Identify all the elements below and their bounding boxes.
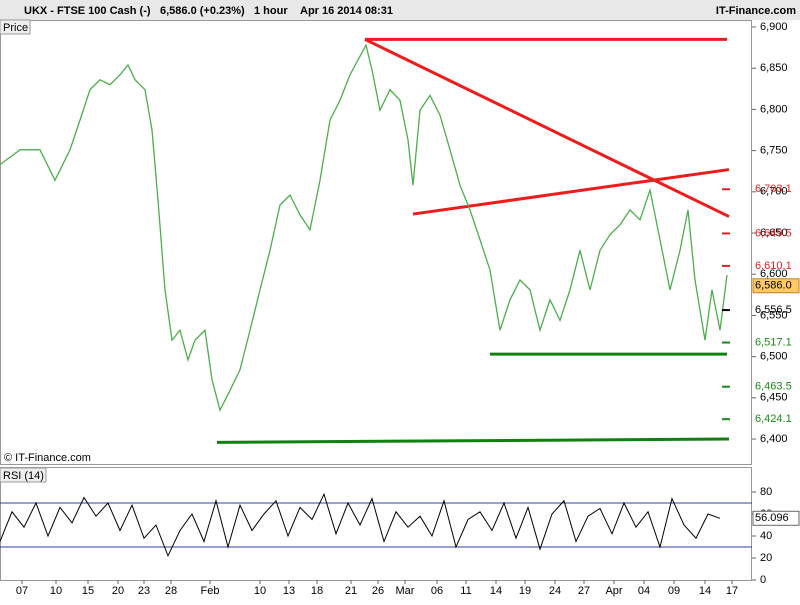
y-tick-label: 6,800 [760,103,788,115]
interval: 1 hour [254,5,288,17]
level-label: 6,463.5 [755,381,792,393]
level-label: 6,556.5 [755,304,792,316]
level-label: 6,703.1 [755,183,792,195]
x-tick-label: 14 [699,585,711,597]
x-tick-label: 27 [578,585,590,597]
x-tick-label: 13 [283,585,295,597]
level-label: 6,610.1 [755,260,792,272]
rsi-title-box [0,467,47,483]
y-tick-label: 6,750 [760,145,788,157]
x-tick-label: 23 [138,585,150,597]
x-tick-label: 07 [16,585,28,597]
y-tick-label: 0 [760,574,766,586]
x-tick-label: 20 [112,585,124,597]
level-label: 6,424.1 [755,413,792,425]
x-tick-label: 10 [50,585,62,597]
y-tick-label: 6,900 [760,21,788,33]
x-tick-label: Mar [396,585,415,597]
series-line [0,43,728,413]
y-tick-label: 6,400 [760,433,788,445]
x-tick-label: 24 [549,585,561,597]
y-tick-label: 6,700 [760,186,788,198]
x-tick-label: 18 [311,585,323,597]
x-tick-label: Feb [201,585,220,597]
price-panel [0,20,752,465]
trendline [216,437,730,444]
price-title: Price [3,22,28,34]
rsi-title: RSI (14) [3,470,44,482]
brand: IT-Finance.com [716,5,796,17]
x-tick-label: Apr [605,585,622,597]
header-bar [0,0,800,20]
rsi-panel [0,467,752,581]
y-tick-label: 40 [760,530,772,542]
x-tick-label: 21 [345,585,357,597]
y-tick-label: 20 [760,552,772,564]
x-tick-label: 09 [668,585,680,597]
level-label: 6,649.5 [755,227,792,239]
x-tick-label: 15 [82,585,94,597]
last-rsi-label: 56.096 [755,512,789,524]
y-tick-label: 6,850 [760,62,788,74]
y-tick-label: 6,450 [760,392,788,404]
trendline [364,38,730,218]
symbol: UKX - FTSE 100 Cash (-) [24,5,151,17]
x-tick-label: 19 [519,585,531,597]
last-price-box [752,278,800,294]
x-tick-label: 10 [254,585,266,597]
credit: © IT-Finance.com [4,452,91,464]
x-tick-label: 06 [431,585,443,597]
price-title-box [0,19,31,35]
series-line [0,492,721,558]
last-price-label: 6,586.0 [755,280,792,292]
x-tick-label: 17 [726,585,738,597]
x-tick-label: 28 [165,585,177,597]
y-tick-label: 6,650 [760,227,788,239]
y-tick-label: 6,600 [760,268,788,280]
last-rsi-box [752,510,800,526]
y-tick-label: 6,550 [760,309,788,321]
y-tick-label: 6,500 [760,351,788,363]
trendline [412,168,730,216]
x-tick-label: 26 [372,585,384,597]
x-tick-label: 11 [460,585,471,597]
level-label: 6,517.1 [755,336,792,348]
timestamp: Apr 16 2014 08:31 [300,5,393,17]
x-tick-label: 04 [638,585,650,597]
y-tick-label: 80 [760,486,772,498]
x-tick-label: 14 [490,585,502,597]
quote: 6,586.0 (+0.23%) [160,5,245,17]
